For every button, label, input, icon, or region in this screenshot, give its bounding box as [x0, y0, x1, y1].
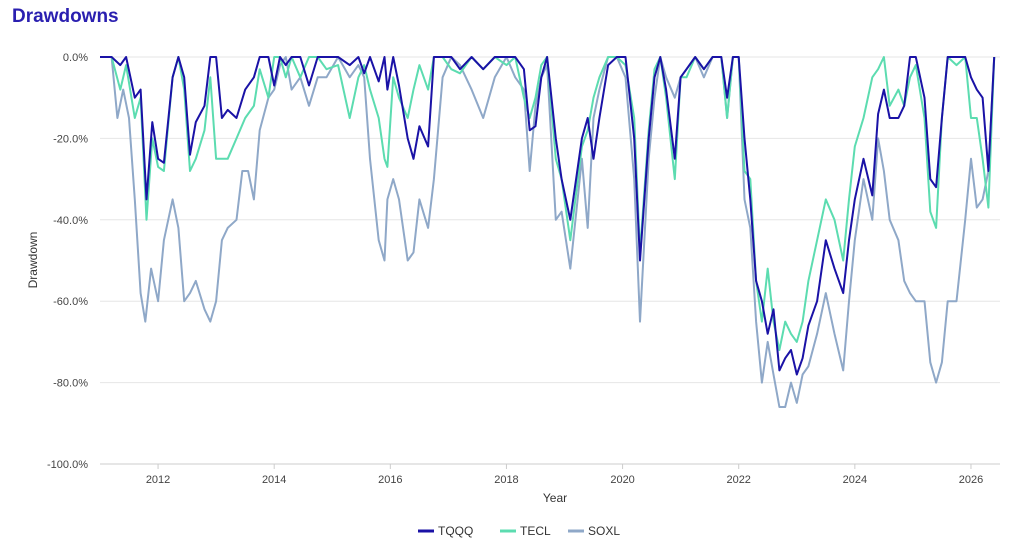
x-tick-label: 2012 — [146, 474, 170, 486]
y-axis-ticks: 0.0% -20.0% -40.0% -60.0% -80.0% -100.0% — [47, 52, 88, 471]
x-tick-label: 2022 — [726, 474, 750, 486]
y-tick-label: -40.0% — [53, 215, 88, 227]
y-tick-label: -60.0% — [53, 296, 88, 308]
legend-label: TQQQ — [438, 524, 473, 538]
legend: TQQQ TECL SOXL — [418, 524, 620, 538]
x-tick-label: 2020 — [610, 474, 634, 486]
series-line-tqqq — [100, 56, 996, 376]
series-lines — [100, 56, 996, 408]
series-line-soxl — [100, 56, 996, 408]
y-tick-label: -100.0% — [47, 459, 88, 471]
y-tick-label: 0.0% — [63, 52, 88, 64]
legend-item-tecl[interactable]: TECL — [500, 524, 551, 538]
legend-item-soxl[interactable]: SOXL — [568, 524, 620, 538]
x-tick-label: 2024 — [843, 474, 867, 486]
x-tick-label: 2026 — [959, 474, 983, 486]
x-axis-title: Year — [543, 491, 567, 505]
x-tick-label: 2014 — [262, 474, 286, 486]
legend-label: SOXL — [588, 524, 620, 538]
series-line-tecl — [100, 56, 996, 351]
legend-label: TECL — [520, 524, 551, 538]
x-axis-ticks: 2012 2014 2016 2018 2020 2022 2024 2026 — [100, 463, 1000, 486]
y-tick-label: -80.0% — [53, 378, 88, 390]
chart-title: Drawdowns — [12, 6, 119, 27]
x-tick-label: 2018 — [494, 474, 518, 486]
legend-item-tqqq[interactable]: TQQQ — [418, 524, 473, 538]
y-tick-label: -20.0% — [53, 133, 88, 145]
x-tick-label: 2016 — [378, 474, 402, 486]
y-axis-title: Drawdown — [26, 232, 40, 289]
